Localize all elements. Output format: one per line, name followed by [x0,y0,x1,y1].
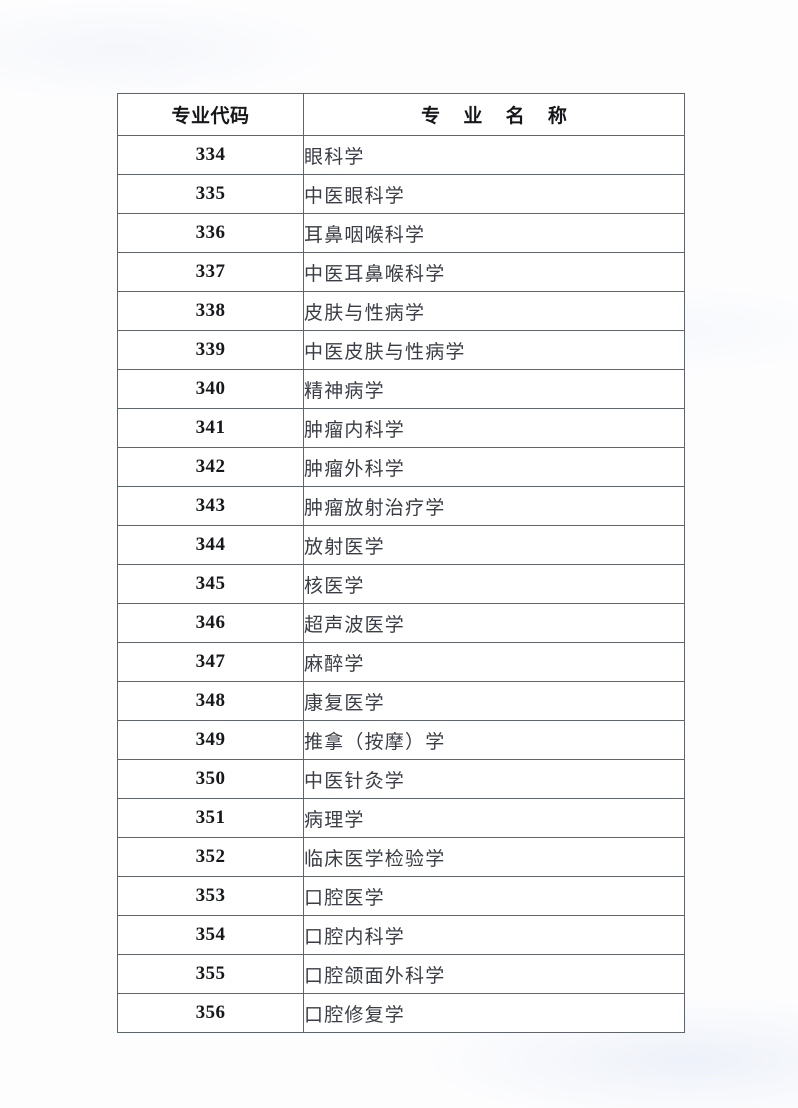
cell-specialty-code: 340 [117,369,304,409]
table-row: 338 皮肤与性病学 [117,291,685,331]
table-row: 356 口腔修复学 [117,993,685,1033]
table-header-row: 专业代码 专 业 名 称 [117,93,685,136]
cell-specialty-code: 354 [117,915,304,955]
cell-specialty-name: 口腔内科学 [303,915,685,955]
table-row: 343 肿瘤放射治疗学 [117,486,685,526]
cell-specialty-code: 345 [117,564,304,604]
table-row: 341 肿瘤内科学 [117,408,685,448]
cell-specialty-name: 肿瘤外科学 [303,447,685,487]
column-header-specialty-code: 专业代码 [117,93,304,136]
table-row: 350 中医针灸学 [117,759,685,799]
cell-specialty-code: 356 [117,993,304,1033]
cell-specialty-name: 中医针灸学 [303,759,685,799]
cell-specialty-code: 342 [117,447,304,487]
cell-specialty-code: 349 [117,720,304,760]
cell-specialty-code: 355 [117,954,304,994]
cell-specialty-code: 339 [117,330,304,370]
table-row: 340 精神病学 [117,369,685,409]
cell-specialty-name: 口腔修复学 [303,993,685,1033]
table-row: 345 核医学 [117,564,685,604]
table-row: 347 麻醉学 [117,642,685,682]
cell-specialty-name: 皮肤与性病学 [303,291,685,331]
cell-specialty-code: 346 [117,603,304,643]
cell-specialty-name: 病理学 [303,798,685,838]
table-row: 335 中医眼科学 [117,174,685,214]
cell-specialty-code: 336 [117,213,304,253]
cell-specialty-name: 放射医学 [303,525,685,565]
table-row: 342 肿瘤外科学 [117,447,685,487]
table-row: 348 康复医学 [117,681,685,721]
table-body: 334 眼科学 335 中医眼科学 336 耳鼻咽喉科学 337 中医耳鼻喉科学 338 皮肤与性… [117,135,685,1033]
cell-specialty-name: 肿瘤放射治疗学 [303,486,685,526]
table-row: 352 临床医学检验学 [117,837,685,877]
cell-specialty-name: 口腔医学 [303,876,685,916]
table-header: 专业代码 专 业 名 称 [117,93,685,136]
specialty-code-table: 专业代码 专 业 名 称 334 眼科学 335 中医眼科学 336 耳鼻咽喉科学 337 中… [117,93,685,1033]
cell-specialty-name: 口腔颌面外科学 [303,954,685,994]
cell-specialty-name: 推拿（按摩）学 [303,720,685,760]
table-row: 346 超声波医学 [117,603,685,643]
cell-specialty-code: 334 [117,135,304,175]
cell-specialty-code: 335 [117,174,304,214]
cell-specialty-name: 临床医学检验学 [303,837,685,877]
cell-specialty-name: 超声波医学 [303,603,685,643]
cell-specialty-code: 347 [117,642,304,682]
table-row: 339 中医皮肤与性病学 [117,330,685,370]
table-row: 355 口腔颌面外科学 [117,954,685,994]
table-row: 351 病理学 [117,798,685,838]
cell-specialty-name: 耳鼻咽喉科学 [303,213,685,253]
cell-specialty-name: 中医皮肤与性病学 [303,330,685,370]
cell-specialty-name: 精神病学 [303,369,685,409]
table-row: 336 耳鼻咽喉科学 [117,213,685,253]
cell-specialty-code: 352 [117,837,304,877]
cell-specialty-code: 343 [117,486,304,526]
cell-specialty-code: 350 [117,759,304,799]
cell-specialty-name: 肿瘤内科学 [303,408,685,448]
table-row: 349 推拿（按摩）学 [117,720,685,760]
table-row: 334 眼科学 [117,135,685,175]
table-row: 354 口腔内科学 [117,915,685,955]
cell-specialty-code: 341 [117,408,304,448]
cell-specialty-name: 中医眼科学 [303,174,685,214]
cell-specialty-code: 337 [117,252,304,292]
cell-specialty-code: 351 [117,798,304,838]
cell-specialty-code: 348 [117,681,304,721]
table-row: 337 中医耳鼻喉科学 [117,252,685,292]
cell-specialty-name: 麻醉学 [303,642,685,682]
column-header-specialty-name: 专 业 名 称 [303,93,685,136]
cell-specialty-name: 中医耳鼻喉科学 [303,252,685,292]
table-row: 353 口腔医学 [117,876,685,916]
cell-specialty-name: 核医学 [303,564,685,604]
table-row: 344 放射医学 [117,525,685,565]
cell-specialty-code: 344 [117,525,304,565]
cell-specialty-code: 338 [117,291,304,331]
cell-specialty-name: 康复医学 [303,681,685,721]
cell-specialty-name: 眼科学 [303,135,685,175]
cell-specialty-code: 353 [117,876,304,916]
